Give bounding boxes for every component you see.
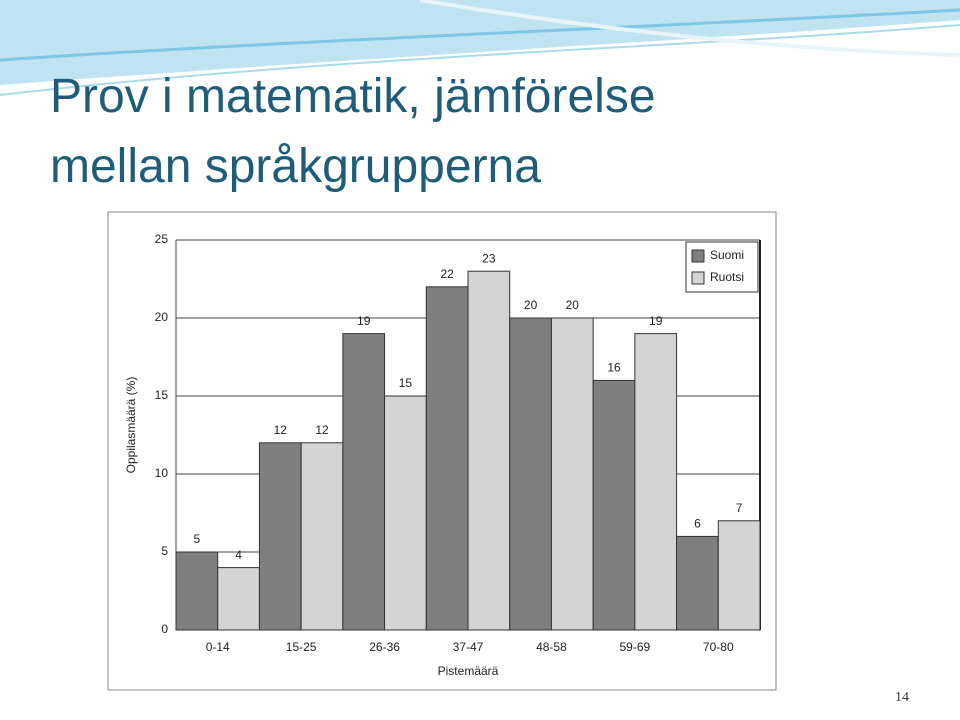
legend-label: Ruotsi [710, 270, 744, 284]
bar [384, 395, 427, 631]
y-tick-label: 0 [161, 622, 168, 636]
x-tick-label: 26-36 [369, 640, 400, 654]
bar [425, 286, 469, 631]
bar [258, 442, 302, 631]
x-tick-label: 59-69 [620, 640, 651, 654]
bar [300, 442, 344, 631]
legend-label: Suomi [710, 248, 744, 262]
value-label: 20 [524, 298, 538, 312]
value-label: 16 [607, 361, 621, 375]
bar [550, 317, 594, 631]
bar [592, 379, 636, 631]
value-label: 12 [315, 423, 329, 437]
bar [676, 535, 719, 631]
y-tick-label: 5 [161, 544, 168, 558]
legend-swatch [691, 271, 705, 285]
y-axis-title: Oppilasmäärä (%) [124, 377, 138, 474]
value-label: 23 [482, 251, 496, 265]
value-label: 20 [566, 298, 580, 312]
value-label: 5 [194, 532, 201, 546]
value-label: 6 [694, 517, 701, 531]
decoration [0, 0, 960, 96]
y-tick-label: 20 [155, 310, 169, 324]
y-tick-label: 15 [155, 388, 169, 402]
value-label: 19 [649, 314, 663, 328]
bar [509, 317, 552, 631]
x-tick-label: 0-14 [206, 640, 230, 654]
bar [217, 567, 260, 631]
value-label: 19 [357, 314, 371, 328]
x-tick-label: 15-25 [286, 640, 317, 654]
value-label: 15 [399, 376, 413, 390]
value-label: 12 [274, 423, 288, 437]
bar [342, 333, 386, 631]
y-tick-label: 10 [155, 466, 169, 480]
page-number: 14 [895, 690, 909, 705]
value-label: 7 [736, 501, 743, 515]
value-label: 22 [440, 267, 454, 281]
bar [717, 520, 761, 631]
legend-swatch [691, 249, 705, 263]
x-tick-label: 70-80 [703, 640, 734, 654]
bar [175, 551, 219, 631]
y-tick-label: 25 [155, 232, 169, 246]
x-tick-label: 48-58 [536, 640, 567, 654]
slide-title: Prov i matematik, jämförelse mellan språ… [50, 70, 656, 193]
x-tick-label: 37-47 [453, 640, 484, 654]
bar [634, 333, 678, 631]
bar [467, 270, 511, 631]
x-axis-title: Pistemäärä [438, 664, 499, 678]
value-label: 4 [235, 548, 242, 562]
